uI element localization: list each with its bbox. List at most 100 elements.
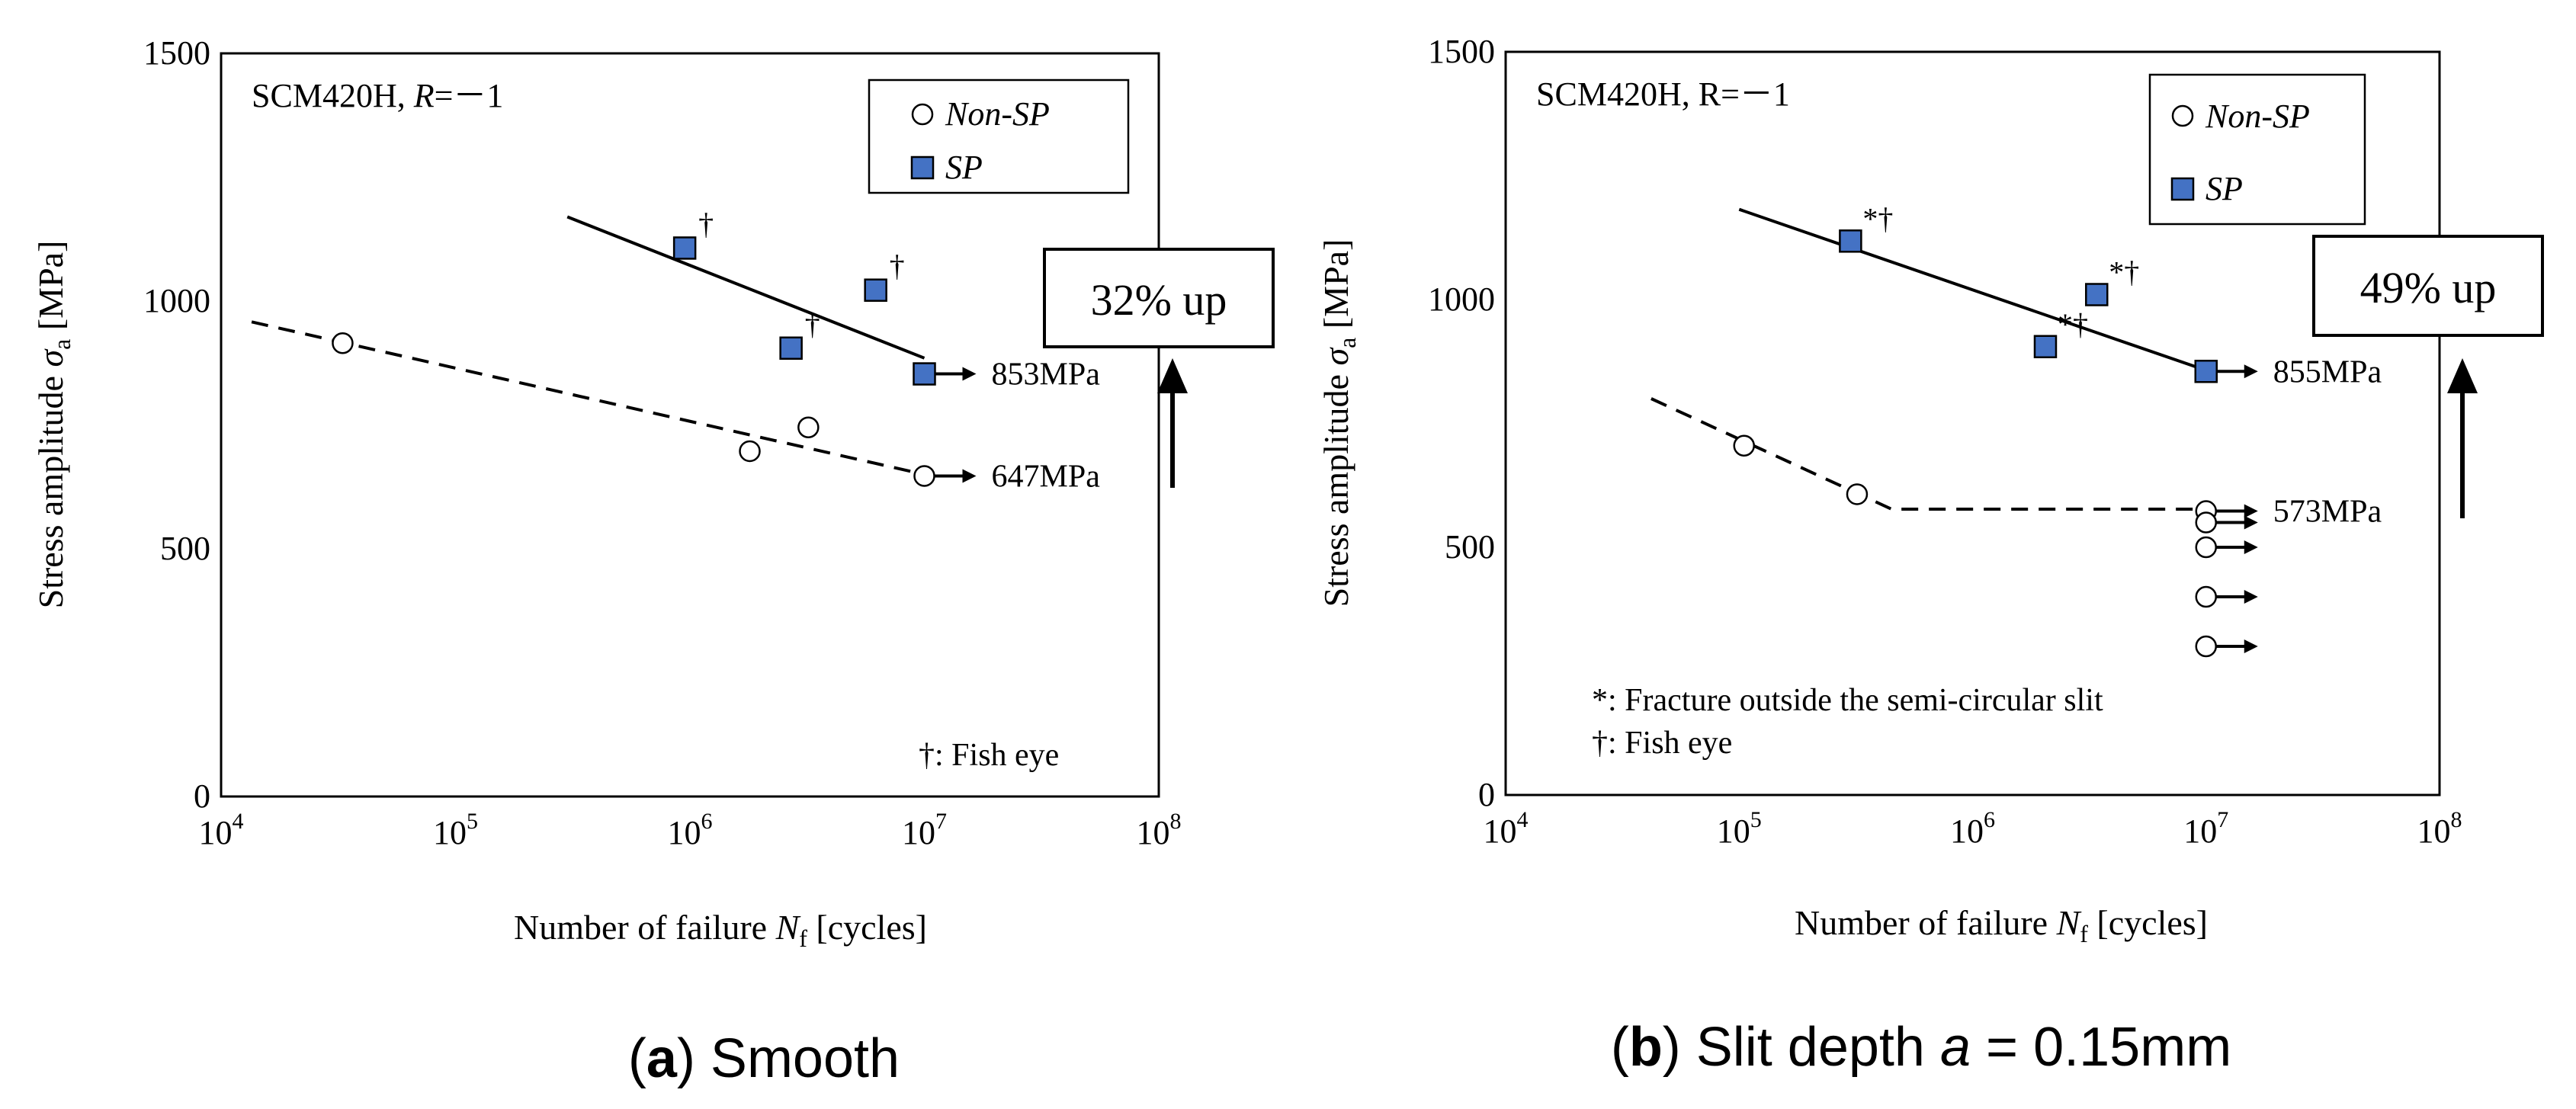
caption-b: (b) Slit depth a = 0.15mm	[1611, 1017, 2231, 1078]
fatigue-limit-label: 573MPa	[2273, 495, 2382, 530]
nonsp-point	[797, 416, 820, 438]
point-annotation: †	[890, 249, 905, 284]
runout-arrows	[932, 367, 977, 483]
improvement-arrow-head	[2447, 358, 2478, 393]
fit-lines	[251, 215, 925, 476]
y-tick-label: 500	[160, 530, 210, 567]
nonsp-point	[2195, 511, 2217, 534]
x-tick-label: 105	[433, 809, 478, 851]
x-tick-label: 104	[1484, 807, 1529, 850]
x-tick-label: 107	[902, 809, 947, 851]
note-slit-fracture: *: Fracture outside the semi-circular sl…	[1592, 683, 2103, 718]
runout-arrows	[2213, 364, 2258, 653]
sp-point	[2194, 360, 2218, 383]
y-tick-label: 1500	[143, 34, 210, 72]
x-tick-label: 106	[668, 809, 713, 851]
x-tick-label: 108	[1137, 809, 1182, 851]
legend-sp-label: SP	[2205, 170, 2243, 207]
y-tick-label: 0	[194, 777, 210, 815]
panel-a-chart: 0 500 1000 1500 104 105 106 107 108 † † † 853MPa 6…	[31, 34, 1275, 1089]
nonsp-point	[2195, 585, 2217, 608]
note-fish-eye: †: Fish eye	[1592, 726, 1732, 761]
corner-label: SCM420H, R=－1	[252, 77, 503, 114]
point-annotation: *†	[2109, 255, 2139, 290]
data-points: *† *† *†	[1733, 201, 2218, 658]
panel-b-chart: 0 500 1000 1500 104 105 106 107 108 *† *† *† 855M…	[1317, 33, 2544, 1078]
runout-arrow-head	[962, 367, 977, 381]
nonsp-point	[1733, 434, 1755, 457]
fatigue-limit-label: 853MPa	[992, 357, 1101, 393]
x-axis-label: Number of failure Nf [cycles]	[1795, 903, 2208, 947]
nonsp-point	[913, 465, 935, 487]
legend-sp-marker	[2170, 177, 2195, 201]
runout-arrow-head	[2244, 639, 2258, 653]
legend: Non-SP SP	[2148, 73, 2366, 226]
improvement-arrow-head	[1157, 358, 1188, 393]
improvement-annotation: 49% up	[2312, 235, 2544, 518]
limit-labels: 853MPa 647MPa	[992, 357, 1101, 495]
legend-nonsp-marker	[2171, 104, 2194, 127]
fatigue-limit-label: 647MPa	[992, 459, 1101, 494]
runout-arrow-head	[2244, 590, 2258, 604]
y-tick-label: 500	[1445, 528, 1495, 566]
legend-nonsp-marker	[911, 103, 934, 126]
runout-arrow-head	[2244, 504, 2258, 518]
nonsp-point	[1846, 483, 1869, 505]
runout-arrow-head	[2244, 515, 2258, 530]
caption-a: (a) Smooth	[628, 1028, 900, 1089]
y-tick-label: 0	[1478, 776, 1495, 813]
sp-point	[779, 336, 803, 360]
x-tick-label: 108	[2417, 807, 2462, 850]
improvement-text: 49% up	[2360, 263, 2497, 313]
legend-sp-label: SP	[945, 149, 983, 186]
note-fish-eye: †: Fish eye	[919, 738, 1059, 773]
y-tick-label: 1000	[1428, 280, 1495, 318]
sp-point	[672, 236, 697, 260]
point-annotation: †	[805, 307, 820, 341]
y-axis-label: Stress amplitude σa [MPa]	[31, 241, 75, 609]
legend-sp-marker	[910, 155, 935, 180]
runout-arrow-head	[2244, 540, 2258, 554]
x-tick-label: 107	[2183, 807, 2228, 850]
nonsp-point	[739, 440, 761, 463]
y-axis-label: Stress amplitude σa [MPa]	[1317, 239, 1361, 607]
x-tick-label: 104	[199, 809, 244, 851]
nonsp-fit-line	[251, 320, 925, 476]
nonsp-point	[2195, 536, 2217, 559]
nonsp-fit-line	[1651, 397, 2206, 511]
plot-frame	[220, 52, 1160, 798]
improvement-box	[1043, 248, 1275, 348]
improvement-box	[2312, 235, 2544, 337]
legend-nonsp-label: Non-SP	[2205, 98, 2310, 135]
sp-point	[2033, 335, 2058, 358]
x-tick-label: 106	[1950, 807, 1995, 850]
x-tick-label: 105	[1717, 807, 1762, 850]
legend-nonsp-label: Non-SP	[945, 95, 1050, 133]
x-tick-labels: 104 105 106 107 108	[199, 809, 1182, 851]
sp-point	[1839, 229, 1862, 253]
y-tick-labels: 0 500 1000 1500	[1428, 33, 1495, 813]
data-points: † † †	[332, 207, 936, 487]
nonsp-point	[2195, 635, 2217, 658]
point-annotation: *†	[1862, 201, 1893, 236]
point-annotation: †	[698, 207, 714, 241]
fatigue-limit-label: 855MPa	[2273, 354, 2382, 389]
legend: Non-SP SP	[868, 79, 1130, 194]
sp-point	[864, 278, 887, 302]
sp-fit-line	[1738, 207, 2207, 372]
sp-point	[2085, 283, 2109, 306]
limit-labels: 855MPa 573MPa	[2273, 354, 2382, 529]
improvement-annotation: 32% up	[1043, 248, 1275, 488]
x-axis-label: Number of failure Nf [cycles]	[514, 908, 927, 952]
y-tick-labels: 0 500 1000 1500	[143, 34, 210, 815]
sp-fit-line	[566, 215, 925, 360]
point-annotation: *†	[2058, 307, 2088, 341]
plot-frame	[1504, 50, 2441, 796]
improvement-text: 32% up	[1091, 275, 1227, 325]
y-tick-label: 1500	[1428, 33, 1495, 70]
corner-label: SCM420H, R=－1	[1536, 75, 1790, 113]
runout-arrow-head	[962, 469, 977, 483]
sp-point	[913, 362, 936, 386]
x-tick-labels: 104 105 106 107 108	[1484, 807, 2462, 850]
